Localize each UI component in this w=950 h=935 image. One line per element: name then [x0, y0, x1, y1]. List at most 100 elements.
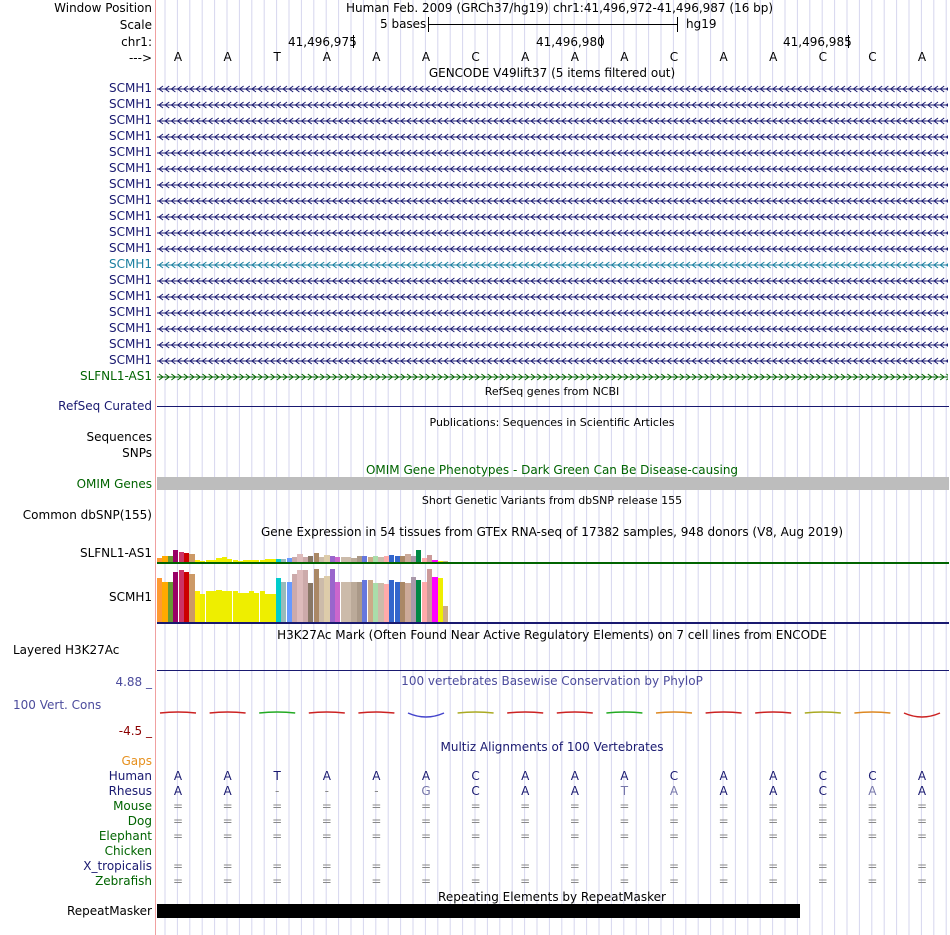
gtex-tissue-bar[interactable]	[432, 577, 438, 622]
gencode-gene-feature[interactable]	[157, 193, 948, 209]
gencode-gene-feature[interactable]	[157, 145, 948, 161]
gtex-tissue-bar[interactable]	[373, 556, 379, 562]
gencode-track-title[interactable]: GENCODE V49lift37 (5 items filtered out)	[428, 66, 676, 80]
publications-label-sequences[interactable]: Sequences	[86, 430, 152, 444]
gtex-tissue-bar[interactable]	[410, 577, 416, 622]
gtex-tissue-bar[interactable]	[270, 559, 276, 562]
gtex-tissue-bar[interactable]	[324, 576, 330, 622]
gencode-gene-label[interactable]: SCMH1	[108, 161, 152, 175]
gtex-tissue-bar[interactable]	[340, 557, 346, 562]
gencode-gene-label[interactable]: SCMH1	[108, 273, 152, 287]
gtex-tissue-bar[interactable]	[313, 569, 319, 622]
gtex-tissue-bar[interactable]	[286, 558, 292, 562]
gtex-tissue-bar[interactable]	[200, 594, 206, 622]
gtex-tissue-bar[interactable]	[394, 582, 400, 622]
publications-label-snps[interactable]: SNPs	[122, 446, 152, 460]
gencode-gene-label[interactable]: SCMH1	[108, 289, 152, 303]
gtex-tissue-bar[interactable]	[248, 591, 254, 622]
gtex-tissue-bar[interactable]	[259, 591, 265, 622]
multiz-species-label[interactable]: Human	[108, 769, 152, 783]
gtex-tissue-bar[interactable]	[254, 593, 260, 622]
gtex-tissue-bar[interactable]	[335, 582, 341, 622]
gtex-tissue-bar[interactable]	[216, 558, 222, 562]
gtex-tissue-bar[interactable]	[319, 578, 325, 622]
multiz-species-label[interactable]: Zebrafish	[95, 874, 152, 888]
gtex-tissue-bar[interactable]	[335, 557, 341, 562]
gtex-tissue-bar[interactable]	[173, 550, 179, 562]
gtex-tissue-bar[interactable]	[394, 556, 400, 562]
gencode-gene-label[interactable]: SCMH1	[108, 193, 152, 207]
gtex-tissue-bar[interactable]	[329, 569, 335, 622]
gtex-tissue-bar[interactable]	[162, 556, 168, 562]
repeatmasker-track-label[interactable]: RepeatMasker	[66, 904, 152, 918]
gtex-tissue-bar[interactable]	[232, 560, 238, 562]
gtex-tissue-bar[interactable]	[297, 554, 303, 562]
multiz-species-label[interactable]: Chicken	[104, 844, 152, 858]
gencode-gene-feature[interactable]	[157, 321, 948, 337]
gtex-tissue-bar[interactable]	[216, 590, 222, 622]
gtex-tissue-bar[interactable]	[211, 560, 217, 562]
gtex-tissue-bar[interactable]	[265, 594, 271, 622]
gtex-tissue-bar[interactable]	[427, 569, 433, 622]
repeatmasker-track-title[interactable]: Repeating Elements by RepeatMasker	[438, 890, 666, 904]
conservation-track-label[interactable]: 100 Vert. Cons	[13, 698, 102, 712]
h3k27ac-track-title[interactable]: H3K27Ac Mark (Often Found Near Active Re…	[277, 628, 827, 642]
omim-track-title[interactable]: OMIM Gene Phenotypes - Dark Green Can Be…	[365, 463, 739, 477]
omim-track-label[interactable]: OMIM Genes	[76, 477, 152, 491]
gtex-tissue-bar[interactable]	[421, 582, 427, 622]
gencode-gene-feature[interactable]	[157, 305, 948, 321]
gtex-tissue-bar[interactable]	[367, 557, 373, 562]
repeatmasker-element[interactable]	[157, 904, 800, 918]
dbsnp-track-label[interactable]: Common dbSNP(155)	[22, 508, 152, 522]
gencode-gene-label[interactable]: SCMH1	[108, 257, 152, 271]
gtex-tissue-bar[interactable]	[340, 582, 346, 622]
gtex-tissue-bar[interactable]	[205, 560, 211, 562]
gtex-tissue-bar[interactable]	[200, 561, 206, 562]
gencode-gene-label[interactable]: SCMH1	[108, 177, 152, 191]
gencode-gene-feature[interactable]	[157, 289, 948, 305]
gtex-tissue-bar[interactable]	[432, 560, 438, 562]
multiz-species-label[interactable]: X_tropicalis	[83, 859, 152, 873]
gtex-tissue-bar[interactable]	[281, 559, 287, 562]
gtex-tissue-bar[interactable]	[416, 550, 422, 562]
gtex-tissue-bar[interactable]	[270, 594, 276, 622]
gtex-tissue-bar[interactable]	[443, 561, 449, 562]
gtex-tissue-bar[interactable]	[157, 578, 163, 622]
gencode-gene-label[interactable]: SCMH1	[108, 81, 152, 95]
h3k27ac-track-label[interactable]: Layered H3K27Ac	[13, 643, 120, 657]
gencode-gene-feature[interactable]	[157, 177, 948, 193]
gtex-tissue-bar[interactable]	[194, 591, 200, 622]
gtex-tissue-bar[interactable]	[297, 570, 303, 622]
multiz-species-label[interactable]: Mouse	[113, 799, 152, 813]
gencode-gene-feature[interactable]	[157, 161, 948, 177]
gtex-tissue-bar[interactable]	[221, 591, 227, 622]
gtex-tissue-bar[interactable]	[400, 556, 406, 562]
gencode-gene-label[interactable]: SCMH1	[108, 241, 152, 255]
gtex-tissue-bar[interactable]	[243, 593, 249, 622]
gtex-tissue-bar[interactable]	[319, 557, 325, 562]
gtex-tissue-bar[interactable]	[275, 578, 281, 622]
gtex-tissue-bar[interactable]	[346, 557, 352, 562]
gtex-tissue-bar[interactable]	[232, 591, 238, 622]
gtex-tissue-bar[interactable]	[416, 580, 422, 622]
gtex-tissue-bar[interactable]	[389, 580, 395, 622]
gtex-tissue-bar[interactable]	[405, 583, 411, 622]
gtex-tissue-bar[interactable]	[373, 583, 379, 622]
gencode-gene-label[interactable]: SCMH1	[108, 225, 152, 239]
gtex-tissue-bar[interactable]	[292, 574, 298, 622]
gencode-gene-label[interactable]: SLFNL1-AS1	[79, 369, 152, 383]
gtex-tissue-bar[interactable]	[324, 555, 330, 562]
multiz-species-label[interactable]: Rhesus	[108, 784, 152, 798]
gencode-gene-feature[interactable]	[157, 225, 948, 241]
gtex-tissue-bar[interactable]	[421, 558, 427, 562]
gtex-tissue-bar[interactable]	[378, 557, 384, 562]
gtex-gene-label-scmh1[interactable]: SCMH1	[108, 590, 152, 604]
gencode-gene-label[interactable]: SCMH1	[108, 97, 152, 111]
gencode-gene-feature[interactable]	[157, 337, 948, 353]
gencode-gene-feature[interactable]	[157, 353, 948, 369]
gtex-tissue-bar[interactable]	[302, 570, 308, 622]
gtex-tissue-bar[interactable]	[308, 583, 314, 622]
gencode-gene-feature[interactable]	[157, 257, 948, 273]
gencode-gene-feature[interactable]	[157, 97, 948, 113]
gtex-tissue-bar[interactable]	[173, 572, 179, 622]
